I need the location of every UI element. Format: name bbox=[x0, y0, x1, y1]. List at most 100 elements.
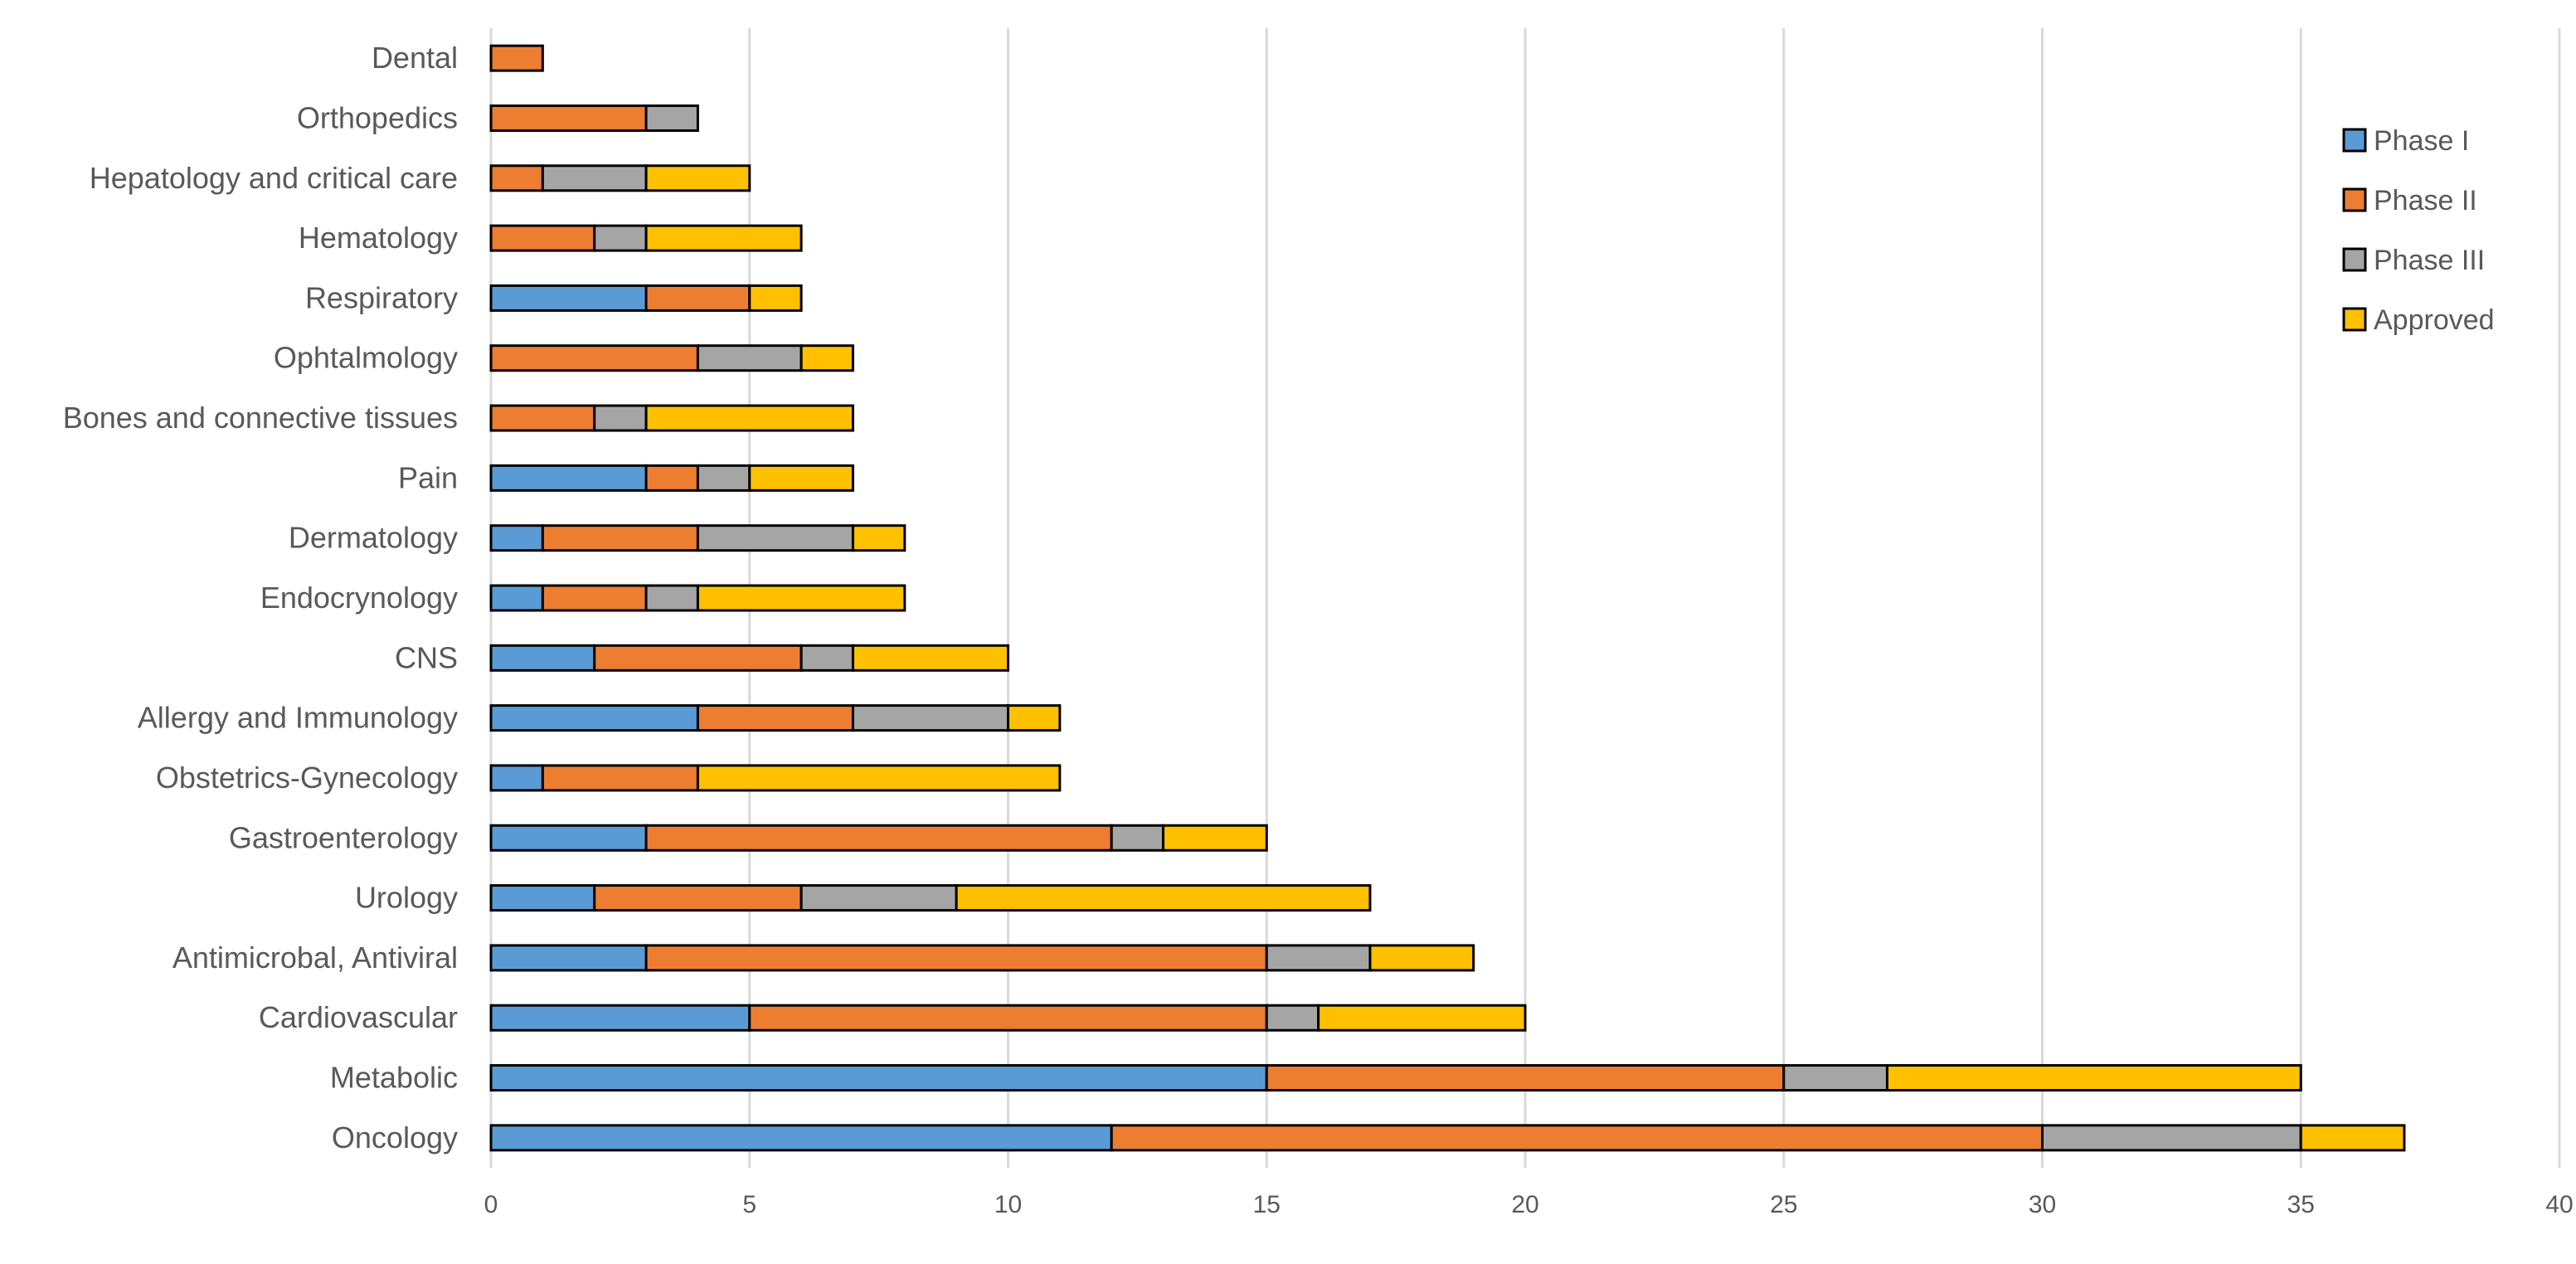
bar-row-pain bbox=[489, 464, 854, 492]
bar-segment-approved-dermatology bbox=[851, 524, 906, 552]
bar-segment-phase-iii-cardiovascular bbox=[1265, 1004, 1320, 1032]
legend-item-phase-iii: Phase III bbox=[2342, 245, 2485, 276]
bar-row-hematology bbox=[489, 224, 803, 252]
bar-segment-phase-ii-dental bbox=[489, 44, 544, 72]
x-tick-label: 20 bbox=[1511, 1191, 1538, 1218]
category-label-pain: Pain bbox=[398, 460, 458, 494]
category-label-cardiovascular: Cardiovascular bbox=[259, 1000, 458, 1034]
legend-label: Approved bbox=[2374, 304, 2495, 336]
bar-row-bones-and-connective-tissues bbox=[489, 404, 854, 432]
bar-row-cns bbox=[489, 644, 1009, 672]
bar-segment-approved-ophtalmology bbox=[800, 344, 854, 372]
x-tick-label: 0 bbox=[484, 1191, 498, 1218]
bar-segment-phase-ii-urology bbox=[593, 884, 803, 912]
bar-segment-phase-i-dermatology bbox=[489, 524, 544, 552]
bar-segment-approved-bones-and-connective-tissues bbox=[644, 404, 854, 432]
category-label-obstetrics-gynecology: Obstetrics-Gynecology bbox=[156, 761, 458, 795]
bar-row-respiratory bbox=[489, 284, 803, 312]
bar-segment-phase-i-urology bbox=[489, 884, 596, 912]
legend: Phase I Phase II Phase III Approved bbox=[2342, 125, 2495, 336]
bar-segment-approved-pain bbox=[748, 464, 854, 492]
bar-segment-approved-endocrynology bbox=[696, 584, 906, 612]
category-label-urology: Urology bbox=[355, 881, 458, 915]
bar-row-ophtalmology bbox=[489, 344, 854, 372]
bar-segment-phase-i-respiratory bbox=[489, 284, 648, 312]
bar-row-obstetrics-gynecology bbox=[489, 764, 1062, 792]
bar-segment-phase-ii-oncology bbox=[1110, 1124, 2044, 1152]
bar-segment-phase-i-oncology bbox=[489, 1124, 1113, 1152]
bar-segment-phase-iii-allergy-and-immunology bbox=[851, 704, 1009, 732]
x-tick-label: 25 bbox=[1770, 1191, 1797, 1218]
bar-segment-phase-ii-pain bbox=[644, 464, 699, 492]
bar-row-endocrynology bbox=[489, 584, 906, 612]
bar-row-cardiovascular bbox=[489, 1004, 1527, 1032]
x-tick-label: 5 bbox=[742, 1191, 756, 1218]
bar-segment-approved-allergy-and-immunology bbox=[1007, 704, 1062, 732]
category-label-cns: CNS bbox=[395, 640, 458, 674]
bar-segment-phase-iii-antimicrobal-antiviral bbox=[1265, 944, 1372, 972]
bar-row-urology bbox=[489, 884, 1372, 912]
bar-row-dental bbox=[489, 44, 544, 72]
bar-segment-phase-ii-obstetrics-gynecology bbox=[541, 764, 699, 792]
bar-segment-approved-cns bbox=[851, 644, 1009, 672]
category-label-ophtalmology: Ophtalmology bbox=[274, 341, 458, 375]
bar-row-dermatology bbox=[489, 524, 906, 552]
bar-segment-phase-ii-gastroenterology bbox=[644, 824, 1113, 852]
bar-segment-phase-iii-gastroenterology bbox=[1110, 824, 1165, 852]
bar-segment-phase-iii-cns bbox=[800, 644, 854, 672]
legend-swatch bbox=[2342, 247, 2367, 272]
bar-segment-phase-iii-oncology bbox=[2041, 1124, 2302, 1152]
bar-segment-phase-ii-respiratory bbox=[644, 284, 751, 312]
bar-segment-approved-gastroenterology bbox=[1162, 824, 1268, 852]
bar-segment-phase-i-obstetrics-gynecology bbox=[489, 764, 544, 792]
bar-segment-phase-iii-ophtalmology bbox=[696, 344, 803, 372]
x-tick-label: 15 bbox=[1253, 1191, 1281, 1218]
bar-segment-phase-ii-endocrynology bbox=[541, 584, 648, 612]
bar-segment-phase-iii-hepatology-and-critical-care bbox=[541, 164, 648, 192]
bar-segment-approved-obstetrics-gynecology bbox=[696, 764, 1062, 792]
bar-segment-phase-i-metabolic bbox=[489, 1064, 1268, 1092]
bar-segment-phase-i-endocrynology bbox=[489, 584, 544, 612]
bar-segment-approved-respiratory bbox=[748, 284, 803, 312]
category-label-allergy-and-immunology: Allergy and Immunology bbox=[138, 701, 458, 735]
bar-segment-phase-i-gastroenterology bbox=[489, 824, 648, 852]
bar-segment-phase-ii-allergy-and-immunology bbox=[696, 704, 854, 732]
bar-segment-approved-oncology bbox=[2299, 1124, 2406, 1152]
bar-segment-approved-cardiovascular bbox=[1317, 1004, 1527, 1032]
bars bbox=[489, 44, 2406, 1152]
gridlines bbox=[489, 28, 2561, 1168]
category-label-gastroenterology: Gastroenterology bbox=[229, 820, 458, 854]
bar-segment-phase-iii-bones-and-connective-tissues bbox=[593, 404, 648, 432]
bar-segment-approved-antimicrobal-antiviral bbox=[1368, 944, 1475, 972]
legend-label: Phase II bbox=[2374, 185, 2477, 216]
category-labels: Dental Orthopedics Hepatology and critical… bbox=[63, 41, 458, 1155]
legend-label: Phase III bbox=[2374, 245, 2485, 276]
bar-segment-phase-iii-metabolic bbox=[1782, 1064, 1888, 1092]
category-label-metabolic: Metabolic bbox=[330, 1061, 458, 1095]
bar-row-metabolic bbox=[489, 1064, 2302, 1092]
legend-swatch bbox=[2342, 187, 2367, 212]
legend-item-phase-ii: Phase II bbox=[2342, 185, 2477, 216]
category-label-hematology: Hematology bbox=[299, 221, 458, 255]
bar-segment-phase-ii-antimicrobal-antiviral bbox=[644, 944, 1268, 972]
bar-segment-phase-i-pain bbox=[489, 464, 648, 492]
bar-segment-phase-iii-dermatology bbox=[696, 524, 854, 552]
category-label-oncology: Oncology bbox=[332, 1121, 458, 1155]
x-tick-label: 40 bbox=[2545, 1191, 2573, 1218]
bar-segment-phase-ii-hematology bbox=[489, 224, 596, 252]
bar-row-oncology bbox=[489, 1124, 2406, 1152]
x-tick-label: 10 bbox=[994, 1191, 1022, 1218]
category-label-dental: Dental bbox=[372, 41, 458, 75]
bar-segment-phase-ii-cardiovascular bbox=[748, 1004, 1268, 1032]
bar-segment-phase-ii-metabolic bbox=[1265, 1064, 1786, 1092]
bar-row-orthopedics bbox=[489, 104, 699, 132]
bar-segment-phase-ii-bones-and-connective-tissues bbox=[489, 404, 596, 432]
category-label-respiratory: Respiratory bbox=[305, 280, 458, 314]
category-label-antimicrobal-antiviral: Antimicrobal, Antiviral bbox=[173, 941, 458, 975]
category-label-orthopedics: Orthopedics bbox=[297, 100, 458, 134]
legend-item-phase-i: Phase I bbox=[2342, 125, 2469, 157]
bar-segment-approved-urology bbox=[955, 884, 1372, 912]
bar-segment-approved-metabolic bbox=[1885, 1064, 2302, 1092]
category-label-bones-and-connective-tissues: Bones and connective tissues bbox=[63, 401, 458, 435]
